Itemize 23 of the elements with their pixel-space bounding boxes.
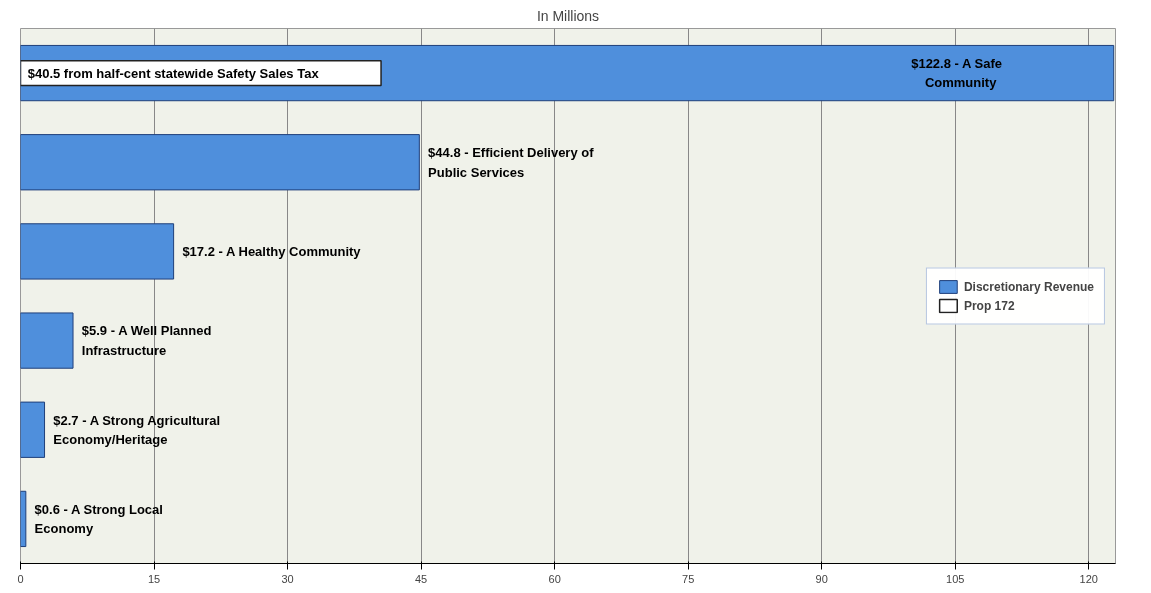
bar xyxy=(20,134,420,191)
legend-label: Discretionary Revenue xyxy=(963,279,1094,293)
x-tick-label: 60 xyxy=(548,572,561,585)
data-label: $122.8 - A Safe Community xyxy=(911,55,1002,91)
data-label: $40.5 from half-cent statewide Safety Sales Tax xyxy=(27,65,320,81)
x-tick-label: 0 xyxy=(17,572,24,585)
data-label: $5.9 - A Well Planned Infrastructure xyxy=(81,323,212,358)
bar xyxy=(20,401,46,458)
data-label: $17.2 - A Healthy Community xyxy=(182,243,362,259)
data-label: $44.8 - Efficient Delivery of Public Services xyxy=(428,145,595,180)
bar xyxy=(20,312,74,369)
x-tick-label: 120 xyxy=(1079,572,1098,585)
x-tick-label: 30 xyxy=(281,572,294,585)
x-tick-label: 15 xyxy=(147,572,161,585)
x-tick-label: 45 xyxy=(414,572,428,585)
bar xyxy=(20,223,175,280)
x-tick-label: 75 xyxy=(682,572,695,585)
chart-title: In Millions xyxy=(536,7,600,24)
x-tick-label: 105 xyxy=(946,572,965,585)
x-tick-label: 90 xyxy=(815,572,828,585)
legend-label: Prop 172 xyxy=(963,298,1016,312)
data-label: $2.7 - A Strong Agricultural Economy/Heritage xyxy=(53,412,221,447)
data-label: $0.6 - A Strong Local Economy xyxy=(34,501,163,537)
